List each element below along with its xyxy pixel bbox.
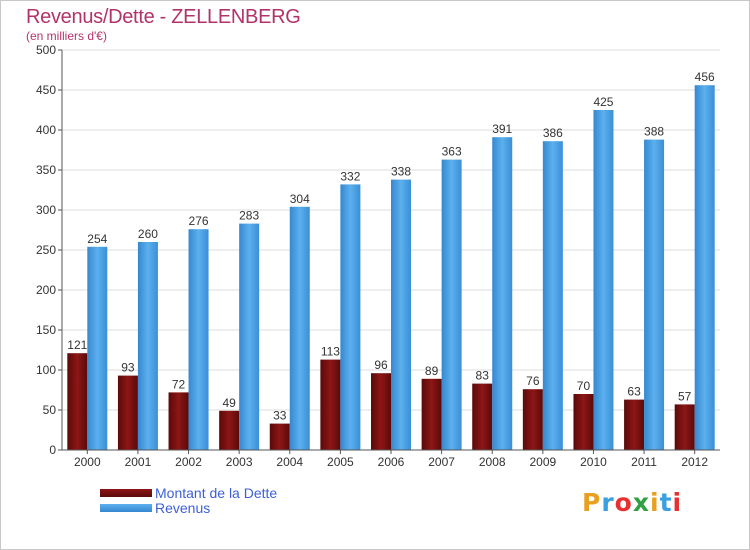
bar-revenue (644, 139, 665, 450)
x-tick-label: 2004 (276, 455, 303, 469)
legend-swatch-debt (100, 489, 152, 497)
bar-debt (421, 378, 442, 450)
data-label-revenue: 388 (644, 125, 664, 139)
data-label-debt: 93 (121, 361, 135, 375)
data-label-revenue: 338 (391, 165, 411, 179)
y-tick-label: 100 (36, 363, 56, 377)
x-tick-label: 2002 (175, 455, 202, 469)
data-label-revenue: 260 (138, 227, 158, 241)
bar-debt (472, 383, 493, 450)
x-tick-label: 2011 (631, 455, 657, 469)
data-label-revenue: 283 (239, 209, 259, 223)
x-tick-label: 2009 (529, 455, 556, 469)
legend-swatch-revenue (100, 504, 152, 512)
bar-revenue (137, 242, 158, 450)
y-tick-label: 150 (36, 323, 56, 337)
bar-layer (67, 85, 715, 450)
x-tick-label: 2006 (378, 455, 405, 469)
logo-letter: o (614, 488, 633, 517)
x-tick-label: 2007 (428, 455, 455, 469)
data-label-debt: 76 (526, 374, 540, 388)
label-layer: 121 254 93 260 72 276 49 283 33 304 113 332 96 338 89 3… (67, 70, 715, 422)
bar-debt (522, 389, 543, 450)
data-label-debt: 83 (476, 369, 490, 383)
y-tick-label: 450 (36, 83, 56, 97)
data-label-revenue: 425 (593, 95, 613, 109)
bar-debt (624, 399, 645, 450)
logo-letter: i (650, 488, 660, 517)
bar-debt (67, 353, 88, 450)
data-label-debt: 33 (273, 409, 287, 423)
bar-revenue (441, 159, 462, 450)
chart-title: Revenus/Dette - ZELLENBERG (26, 6, 301, 28)
bar-debt (168, 392, 189, 450)
data-label-debt: 70 (577, 379, 591, 393)
data-label-debt: 72 (172, 377, 186, 391)
data-label-revenue: 391 (492, 122, 512, 136)
x-tick-label: 2012 (681, 455, 708, 469)
bar-revenue (694, 85, 715, 450)
legend-label-debt: Montant de la Dette (155, 485, 278, 501)
data-label-revenue: 304 (290, 192, 310, 206)
bar-revenue (239, 223, 260, 450)
data-label-revenue: 332 (340, 169, 360, 183)
bar-revenue (289, 206, 310, 450)
y-tick-label: 250 (36, 243, 56, 257)
y-tick-label: 50 (43, 403, 57, 417)
data-label-revenue: 363 (442, 145, 462, 159)
y-tick-label: 500 (36, 43, 56, 57)
x-tick-label: 2000 (74, 455, 101, 469)
logo-letter: r (601, 488, 615, 517)
bar-debt (320, 359, 341, 450)
bar-debt (371, 373, 391, 450)
data-label-revenue: 254 (87, 232, 107, 246)
y-tick-label: 400 (36, 123, 56, 137)
legend-label-revenue: Revenus (155, 500, 211, 516)
x-tick-label: 2010 (580, 455, 607, 469)
bar-debt (573, 394, 594, 450)
data-label-debt: 49 (222, 396, 236, 410)
logo-letter: i (672, 488, 683, 517)
x-tick-label: 2005 (327, 455, 354, 469)
bar-debt (117, 375, 138, 450)
bar-revenue (391, 179, 411, 450)
data-label-debt: 96 (374, 358, 388, 372)
bar-debt (674, 404, 695, 450)
data-label-revenue: 276 (189, 214, 209, 228)
bar-debt (219, 410, 240, 450)
data-label-debt: 57 (678, 389, 692, 403)
x-tick-label: 2008 (479, 455, 506, 469)
x-tick-label: 2001 (125, 455, 152, 469)
data-label-debt: 121 (67, 338, 87, 352)
bar-revenue (542, 141, 563, 450)
bar-revenue (340, 184, 361, 450)
axis-layer: 0 50 100 150 200 250 300 350 400 450 500 2000 2001 20… (36, 43, 720, 469)
logo-letter: x (632, 488, 650, 517)
data-label-debt: 89 (425, 364, 439, 378)
y-tick-label: 200 (36, 283, 56, 297)
logo-letter: P (582, 488, 602, 517)
data-label-revenue: 386 (543, 126, 563, 140)
logo-letter: t (659, 488, 673, 517)
x-tick-label: 2003 (226, 455, 253, 469)
bar-revenue (492, 137, 513, 450)
bar-revenue (188, 229, 209, 450)
data-label-debt: 113 (321, 345, 340, 359)
bar-revenue (87, 246, 108, 450)
bar-revenue (593, 110, 614, 450)
data-label-revenue: 456 (695, 70, 715, 84)
y-tick-label: 350 (36, 163, 56, 177)
chart-subtitle: (en milliers d'€) (26, 29, 107, 43)
y-tick-label: 0 (49, 443, 56, 457)
proxiti-logo: Proxiti (582, 488, 682, 517)
data-label-debt: 63 (627, 385, 641, 399)
y-tick-label: 300 (36, 203, 56, 217)
bar-debt (269, 423, 290, 450)
